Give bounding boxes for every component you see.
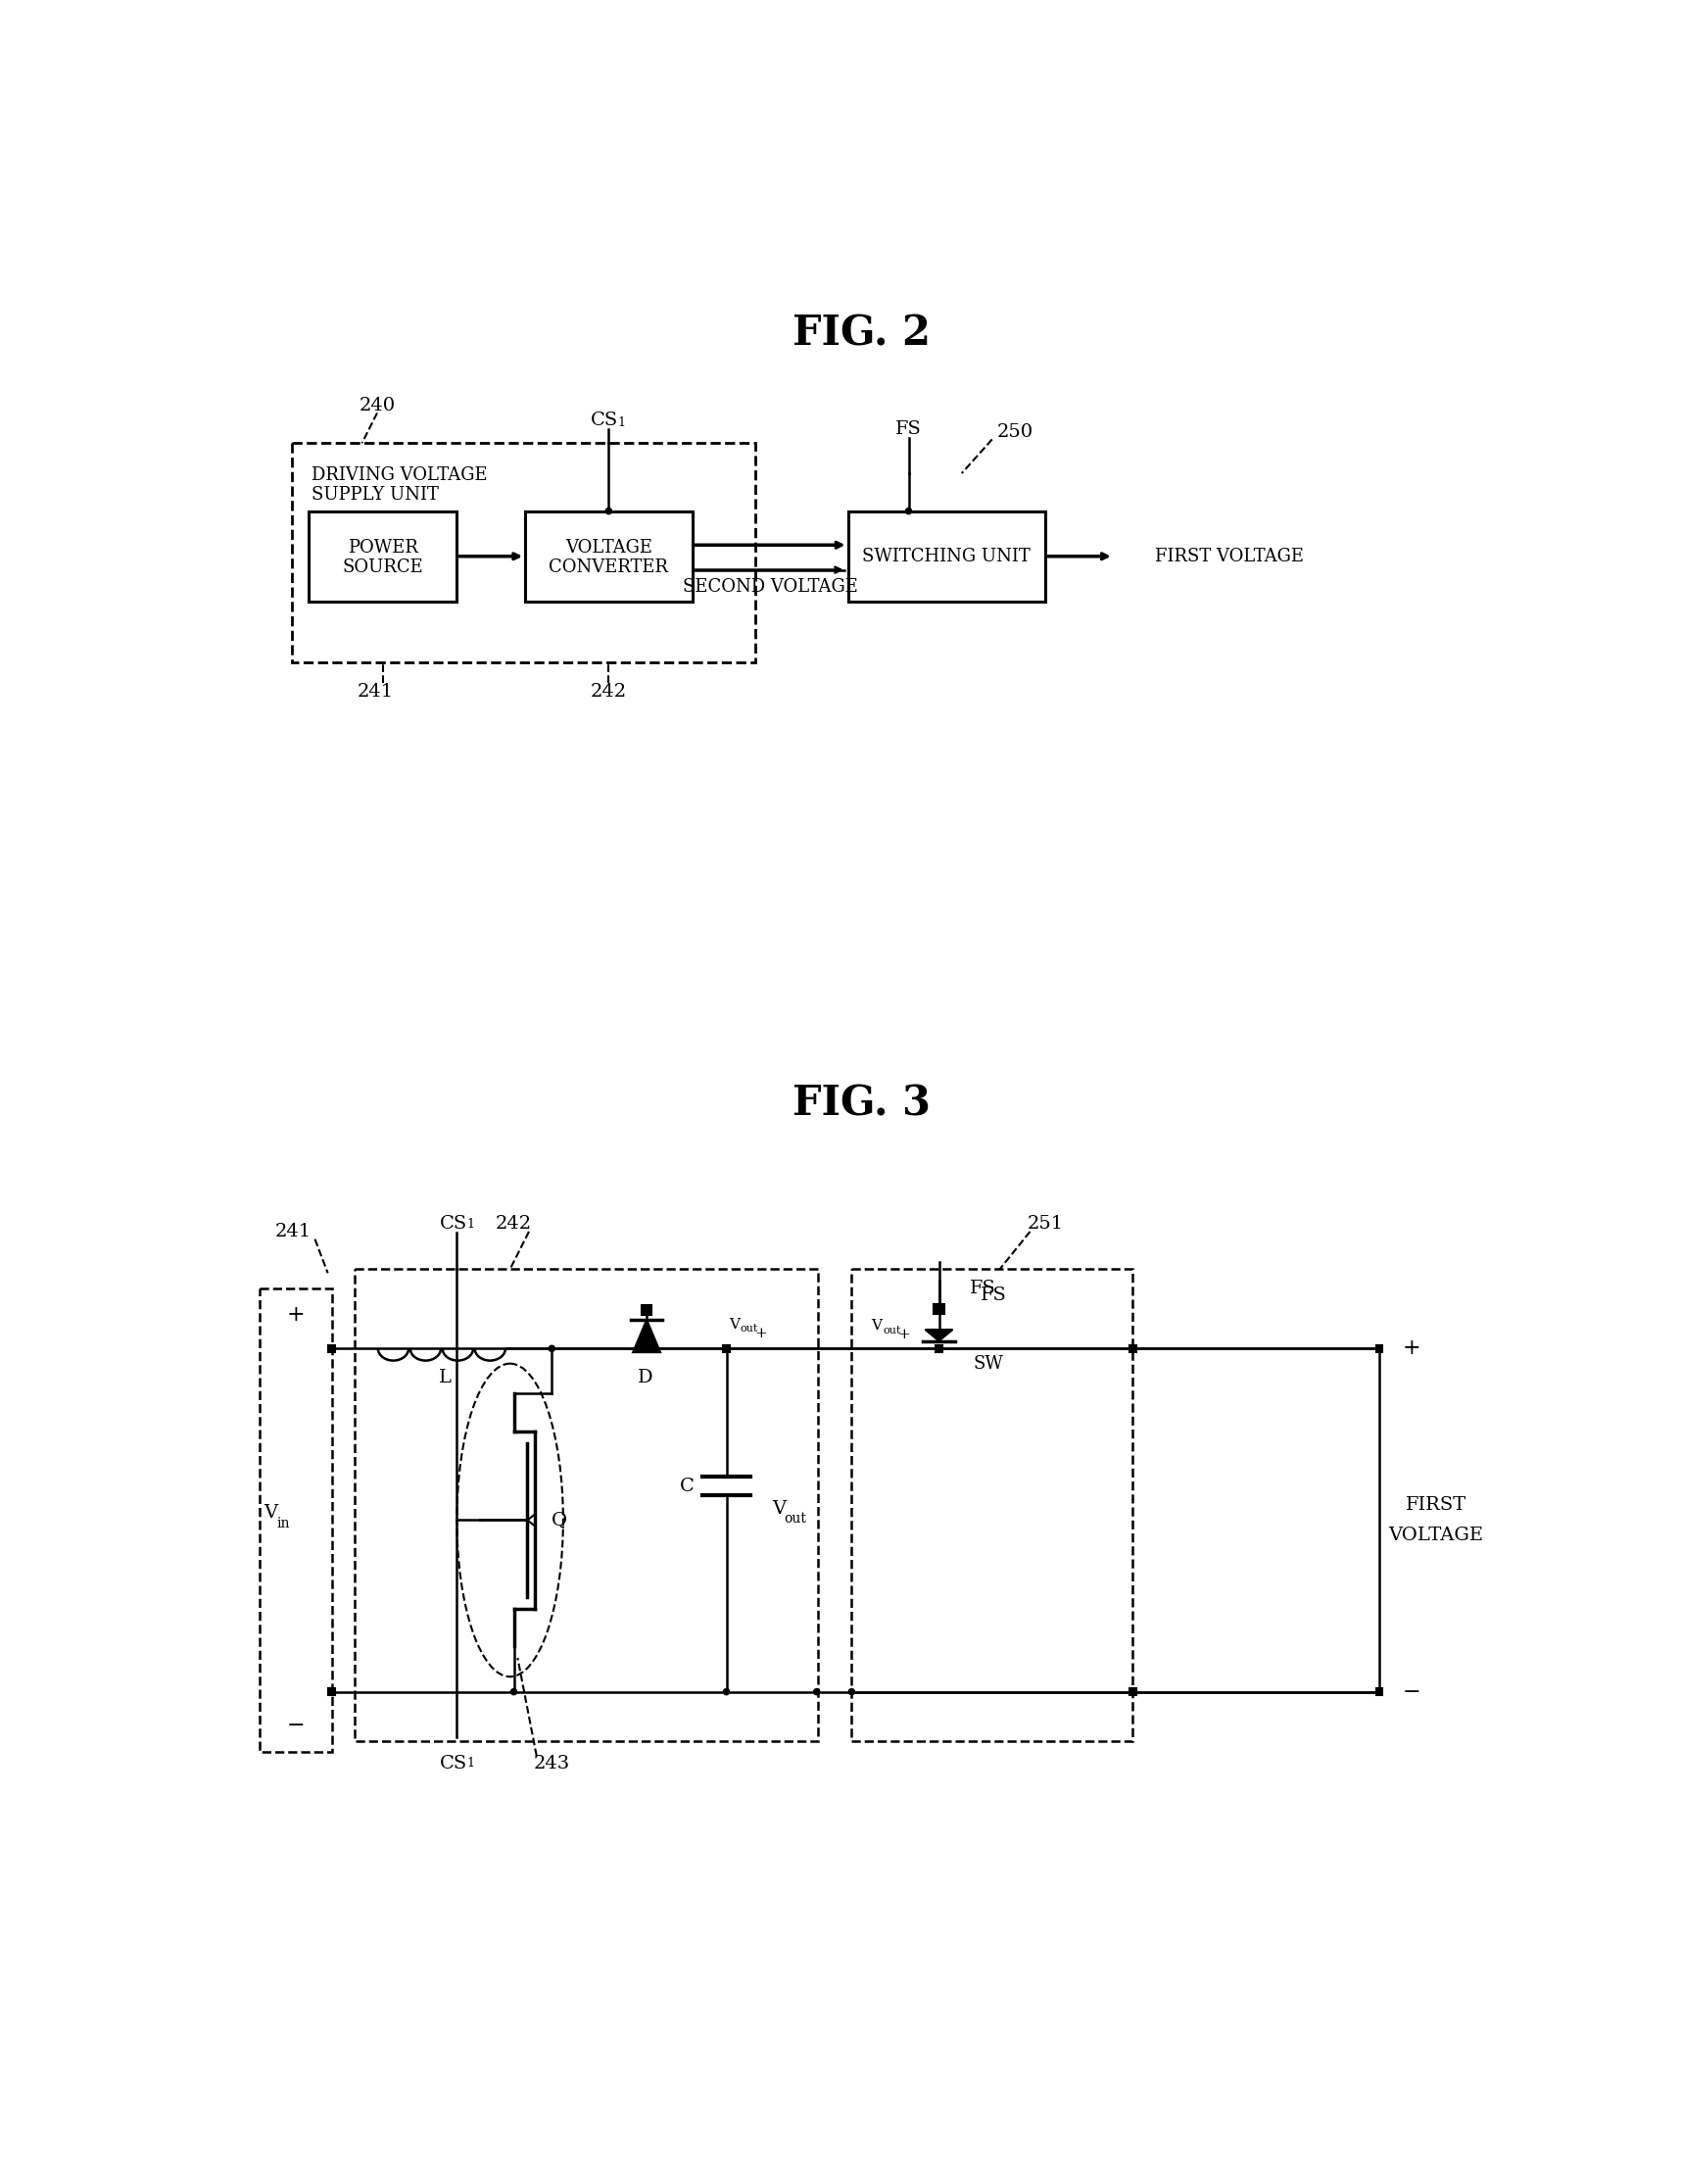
- Text: SOURCE: SOURCE: [343, 559, 424, 577]
- Text: V: V: [871, 1319, 881, 1332]
- Text: 241: 241: [356, 684, 393, 701]
- Text: 241: 241: [276, 1223, 311, 1241]
- Circle shape: [548, 1345, 555, 1352]
- Circle shape: [849, 1688, 854, 1695]
- Circle shape: [644, 1345, 649, 1352]
- Text: FS: FS: [970, 1280, 995, 1297]
- Text: +: +: [898, 1328, 909, 1341]
- Text: V: V: [772, 1500, 785, 1518]
- Text: 240: 240: [360, 397, 395, 415]
- Text: C: C: [679, 1476, 694, 1496]
- Text: CS: CS: [439, 1754, 467, 1771]
- Text: Q: Q: [551, 1511, 566, 1529]
- Text: CS: CS: [590, 413, 619, 430]
- Circle shape: [936, 1345, 941, 1352]
- Text: SWITCHING UNIT: SWITCHING UNIT: [862, 548, 1030, 566]
- Text: L: L: [439, 1369, 452, 1387]
- Bar: [852, 1269, 1133, 1741]
- Text: out: out: [783, 1511, 807, 1524]
- Text: D: D: [637, 1369, 652, 1387]
- Bar: [1375, 1688, 1383, 1695]
- Bar: [1130, 1345, 1136, 1352]
- Bar: [328, 1345, 335, 1352]
- Text: +: +: [755, 1326, 767, 1341]
- Text: V: V: [264, 1505, 277, 1522]
- Bar: [642, 1306, 652, 1315]
- Text: SECOND VOLTAGE: SECOND VOLTAGE: [682, 579, 857, 596]
- Text: 242: 242: [496, 1214, 531, 1232]
- Text: out: out: [883, 1326, 901, 1334]
- Text: 243: 243: [533, 1754, 570, 1771]
- Bar: [328, 1688, 335, 1695]
- Circle shape: [605, 509, 612, 513]
- Text: FS: FS: [980, 1286, 1007, 1304]
- Text: 1: 1: [467, 1219, 474, 1230]
- Bar: [292, 443, 755, 662]
- Text: FIRST: FIRST: [1405, 1496, 1468, 1514]
- Text: FIRST VOLTAGE: FIRST VOLTAGE: [1155, 548, 1304, 566]
- Text: +: +: [1402, 1339, 1420, 1358]
- Text: POWER: POWER: [348, 539, 419, 557]
- Circle shape: [723, 1688, 730, 1695]
- Text: −: −: [286, 1714, 304, 1736]
- Text: SW: SW: [973, 1354, 1004, 1372]
- Circle shape: [511, 1688, 516, 1695]
- Bar: [723, 1345, 730, 1352]
- Circle shape: [906, 509, 911, 513]
- Bar: [936, 1345, 943, 1352]
- Text: +: +: [286, 1304, 304, 1326]
- Text: CONVERTER: CONVERTER: [550, 559, 669, 577]
- Text: 251: 251: [1027, 1214, 1064, 1232]
- Text: 1: 1: [617, 417, 625, 428]
- Text: V: V: [730, 1317, 740, 1332]
- Text: DRIVING VOLTAGE: DRIVING VOLTAGE: [311, 465, 487, 483]
- Text: in: in: [277, 1518, 291, 1531]
- Polygon shape: [925, 1330, 953, 1341]
- Bar: [935, 1304, 945, 1315]
- Text: FIG. 2: FIG. 2: [792, 312, 931, 354]
- Text: VOLTAGE: VOLTAGE: [565, 539, 652, 557]
- Text: 1: 1: [467, 1758, 474, 1769]
- Text: −: −: [1402, 1682, 1420, 1704]
- Bar: [847, 511, 1046, 601]
- Text: CS: CS: [439, 1214, 467, 1232]
- Circle shape: [814, 1688, 820, 1695]
- Text: 242: 242: [590, 684, 627, 701]
- Bar: [1130, 1688, 1136, 1695]
- Text: out: out: [740, 1324, 758, 1334]
- Bar: [259, 1289, 331, 1752]
- Text: VOLTAGE: VOLTAGE: [1389, 1527, 1484, 1544]
- Text: FS: FS: [896, 422, 921, 439]
- Text: SUPPLY UNIT: SUPPLY UNIT: [311, 485, 439, 502]
- Bar: [309, 511, 457, 601]
- Text: 250: 250: [997, 424, 1034, 441]
- Bar: [1375, 1345, 1383, 1352]
- Bar: [355, 1269, 817, 1741]
- Text: FIG. 3: FIG. 3: [792, 1083, 931, 1125]
- Polygon shape: [634, 1319, 661, 1352]
- Bar: [524, 511, 693, 601]
